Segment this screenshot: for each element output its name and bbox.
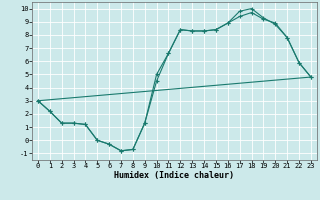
X-axis label: Humidex (Indice chaleur): Humidex (Indice chaleur) <box>115 171 234 180</box>
